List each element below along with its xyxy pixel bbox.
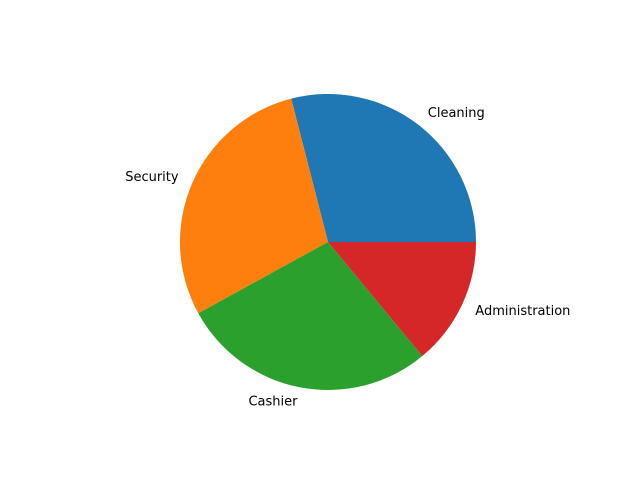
pie-slice-cleaning	[291, 94, 476, 242]
pie-label-security: Security	[125, 170, 179, 185]
pie-label-administration: Administration	[475, 304, 570, 319]
pie-slice-cashier	[198, 242, 423, 390]
pie-slice-administration	[328, 242, 476, 357]
pie-label-cleaning: Cleaning	[428, 106, 485, 121]
pie-slice-security	[180, 98, 328, 314]
pie-slices	[180, 94, 476, 390]
pie-label-cashier: Cashier	[248, 394, 298, 409]
pie-labels: Cleaning Security Cashier Administration	[125, 106, 570, 410]
